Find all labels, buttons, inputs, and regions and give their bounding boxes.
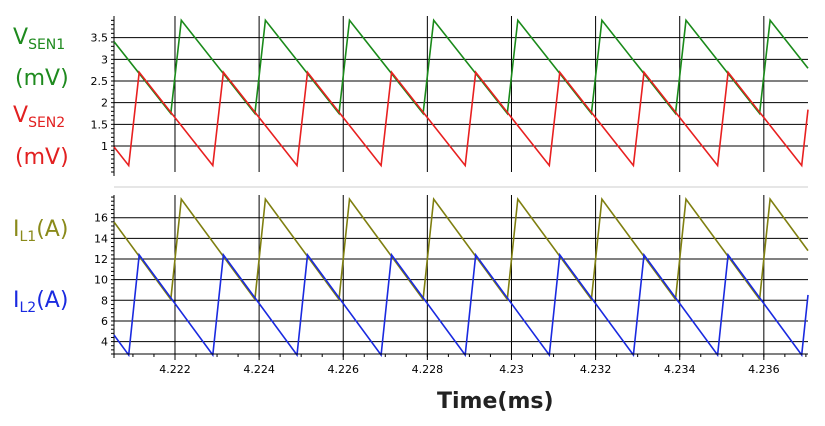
x-tick-label-3: 4.228: [412, 363, 444, 376]
x-tick-label-0: 4.222: [159, 363, 191, 376]
x-tick-label-6: 4.234: [664, 363, 696, 376]
y-tick-label-p0-1: 1.5: [91, 118, 109, 131]
legend-vsen2-main: V: [13, 103, 29, 128]
legend-il2-unit: (A): [36, 288, 69, 313]
legend-vsen1-sub: SEN1: [28, 37, 66, 53]
y-tick-label-p1-6: 16: [94, 212, 108, 225]
series-vsen1: [113, 18, 809, 116]
series-il2: [113, 252, 809, 358]
legend-il1-label: IL1(A): [13, 217, 69, 245]
legend-vsen1-unit: (mV): [15, 66, 69, 91]
x-tick-label-5: 4.232: [580, 363, 612, 376]
legend-il2-main: I: [13, 288, 20, 313]
y-tick-label-p1-4: 12: [94, 253, 108, 266]
legend-il1-unit: (A): [36, 217, 69, 242]
legend-il2-label: IL2(A): [13, 288, 69, 316]
y-tick-label-p0-0: 1: [101, 140, 108, 153]
x-axis-title: Time(ms): [437, 389, 554, 414]
legend-vsen2-label: VSEN2: [13, 103, 66, 131]
x-tick-label-7: 4.236: [748, 363, 780, 376]
legend-il1-sub: L1: [19, 229, 37, 245]
legend-vsen2-sub: SEN2: [28, 115, 66, 131]
x-tick-label-4: 4.23: [499, 363, 524, 376]
y-tick-label-p1-5: 14: [94, 232, 108, 245]
y-tick-label-p1-2: 8: [101, 294, 108, 307]
y-tick-label-p0-3: 2.5: [91, 75, 109, 88]
legend-vsen2-unit: (mV): [15, 145, 69, 170]
y-tick-label-p0-2: 2: [101, 97, 108, 110]
y-tick-label-p1-3: 10: [94, 274, 108, 287]
y-tick-label-p0-5: 3.5: [91, 32, 109, 45]
series-il1: [113, 196, 809, 302]
series-vsen2: [113, 70, 809, 168]
legend-il2-sub: L2: [19, 300, 37, 316]
x-tick-label-2: 4.226: [327, 363, 359, 376]
legend-vsen1-main: V: [13, 25, 29, 50]
y-tick-label-p0-4: 3: [101, 53, 108, 66]
x-tick-label-1: 4.224: [243, 363, 275, 376]
y-tick-label-p1-0: 4: [101, 336, 108, 349]
legend-il1-main: I: [13, 217, 20, 242]
legend-vsen1-label: VSEN1: [13, 25, 66, 53]
y-tick-label-p1-1: 6: [101, 315, 108, 328]
